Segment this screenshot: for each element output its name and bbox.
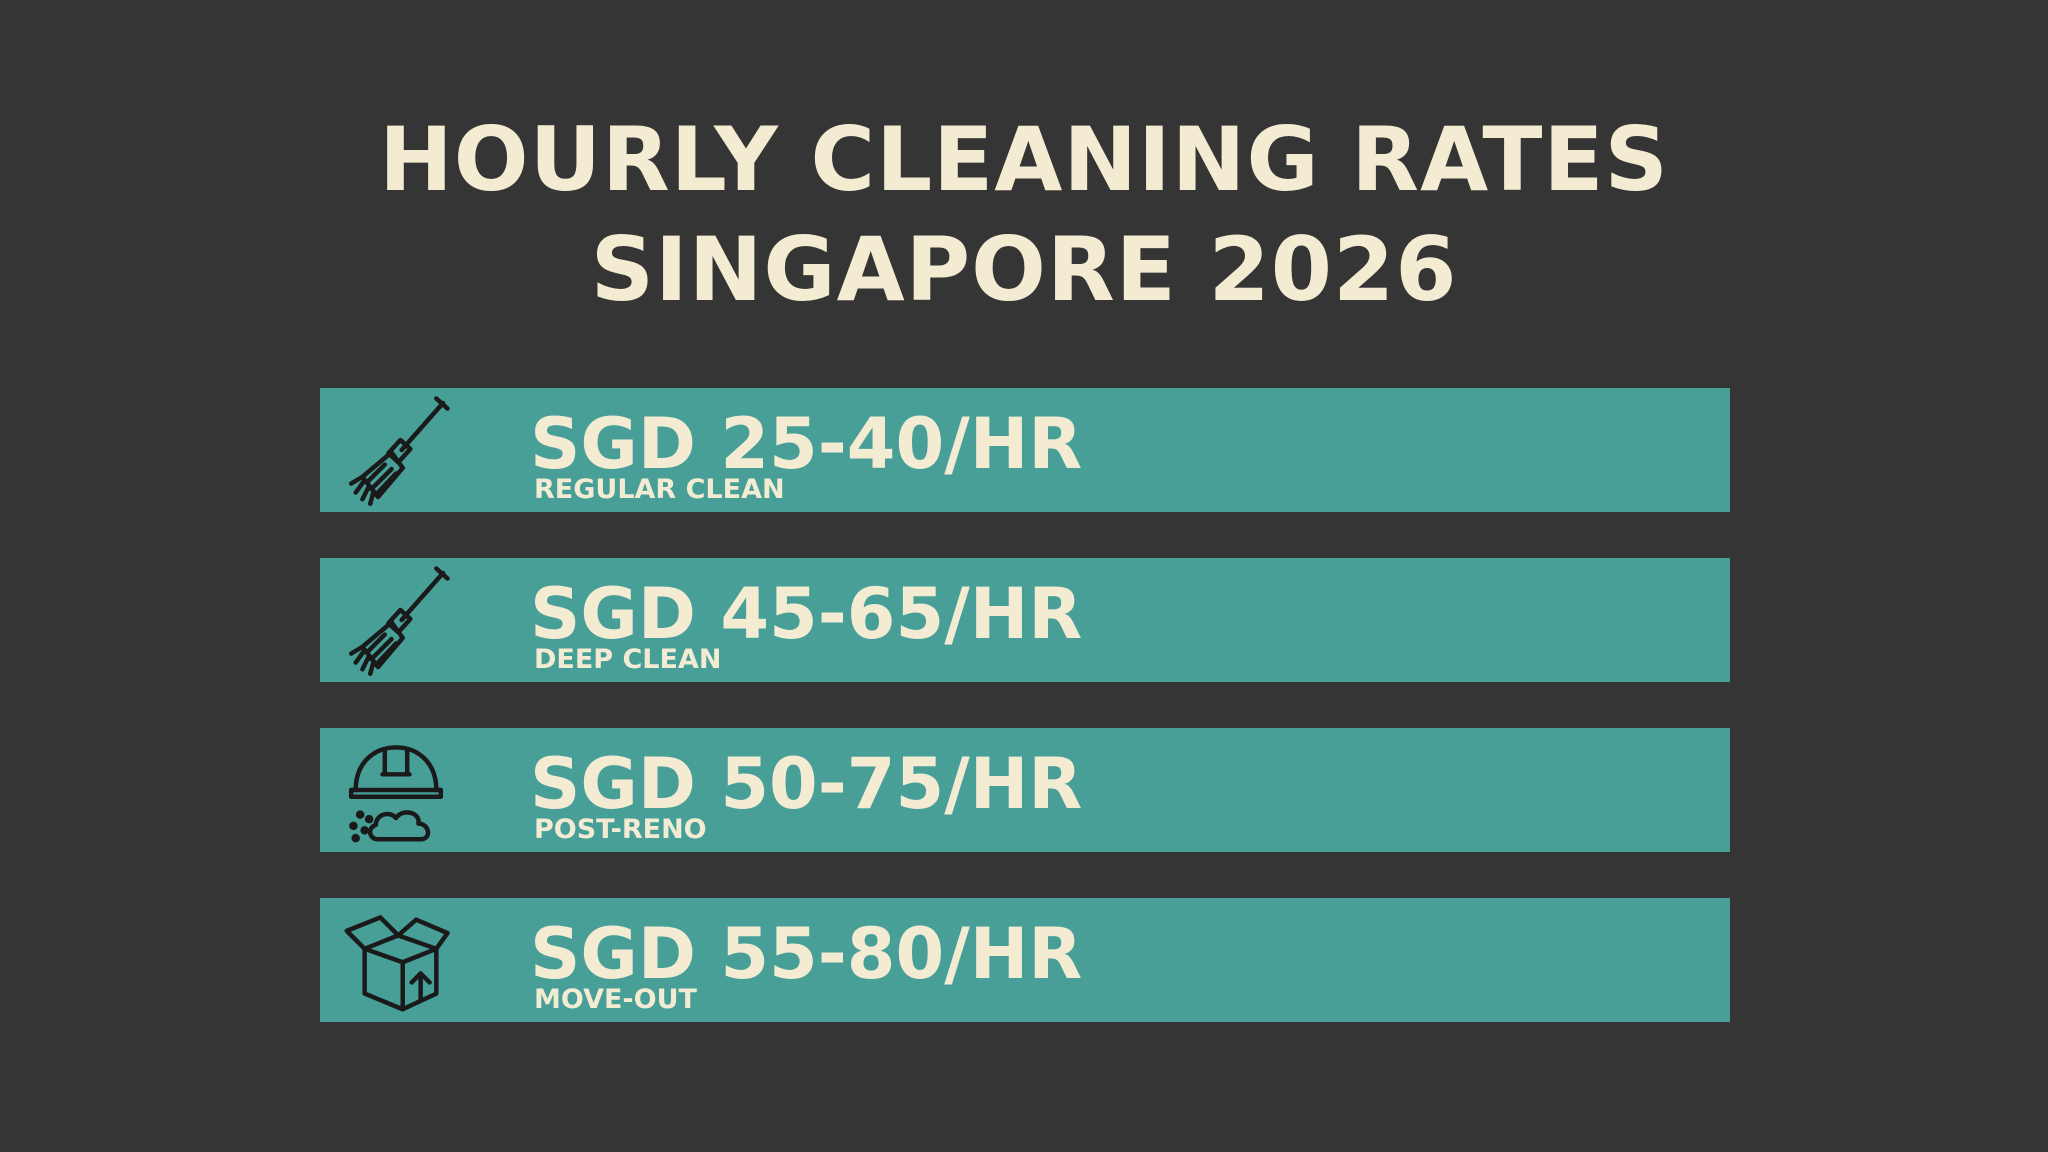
rate-row-deep-clean: SGD 45-65/HR DEEP CLEAN <box>320 558 1730 682</box>
title-line-1: HOURLY CLEANING RATES <box>379 108 1669 211</box>
rate-price: SGD 50-75/HR <box>530 743 1083 825</box>
rate-label: DEEP CLEAN <box>534 644 722 675</box>
rate-label: POST-RENO <box>534 814 707 845</box>
rate-row-regular-clean: SGD 25-40/HR REGULAR CLEAN <box>320 388 1730 512</box>
rate-price: SGD 25-40/HR <box>530 403 1083 485</box>
rate-row-move-out: SGD 55-80/HR MOVE-OUT <box>320 898 1730 1022</box>
page-title: HOURLY CLEANING RATES SINGAPORE 2026 <box>0 105 2048 325</box>
rate-row-post-reno: SGD 50-75/HR POST-RENO <box>320 728 1730 852</box>
hard-hat-dust-icon <box>340 734 452 846</box>
rate-label: REGULAR CLEAN <box>534 474 785 505</box>
rate-price: SGD 55-80/HR <box>530 913 1083 995</box>
rate-list: SGD 25-40/HR REGULAR CLEAN SGD 45-65/HR … <box>320 388 1730 1068</box>
moving-box-icon <box>340 904 452 1016</box>
broom-icon <box>340 394 452 506</box>
rate-label: MOVE-OUT <box>534 984 697 1015</box>
title-line-2: SINGAPORE 2026 <box>590 218 1458 321</box>
broom-icon <box>340 564 452 676</box>
rate-price: SGD 45-65/HR <box>530 573 1083 655</box>
